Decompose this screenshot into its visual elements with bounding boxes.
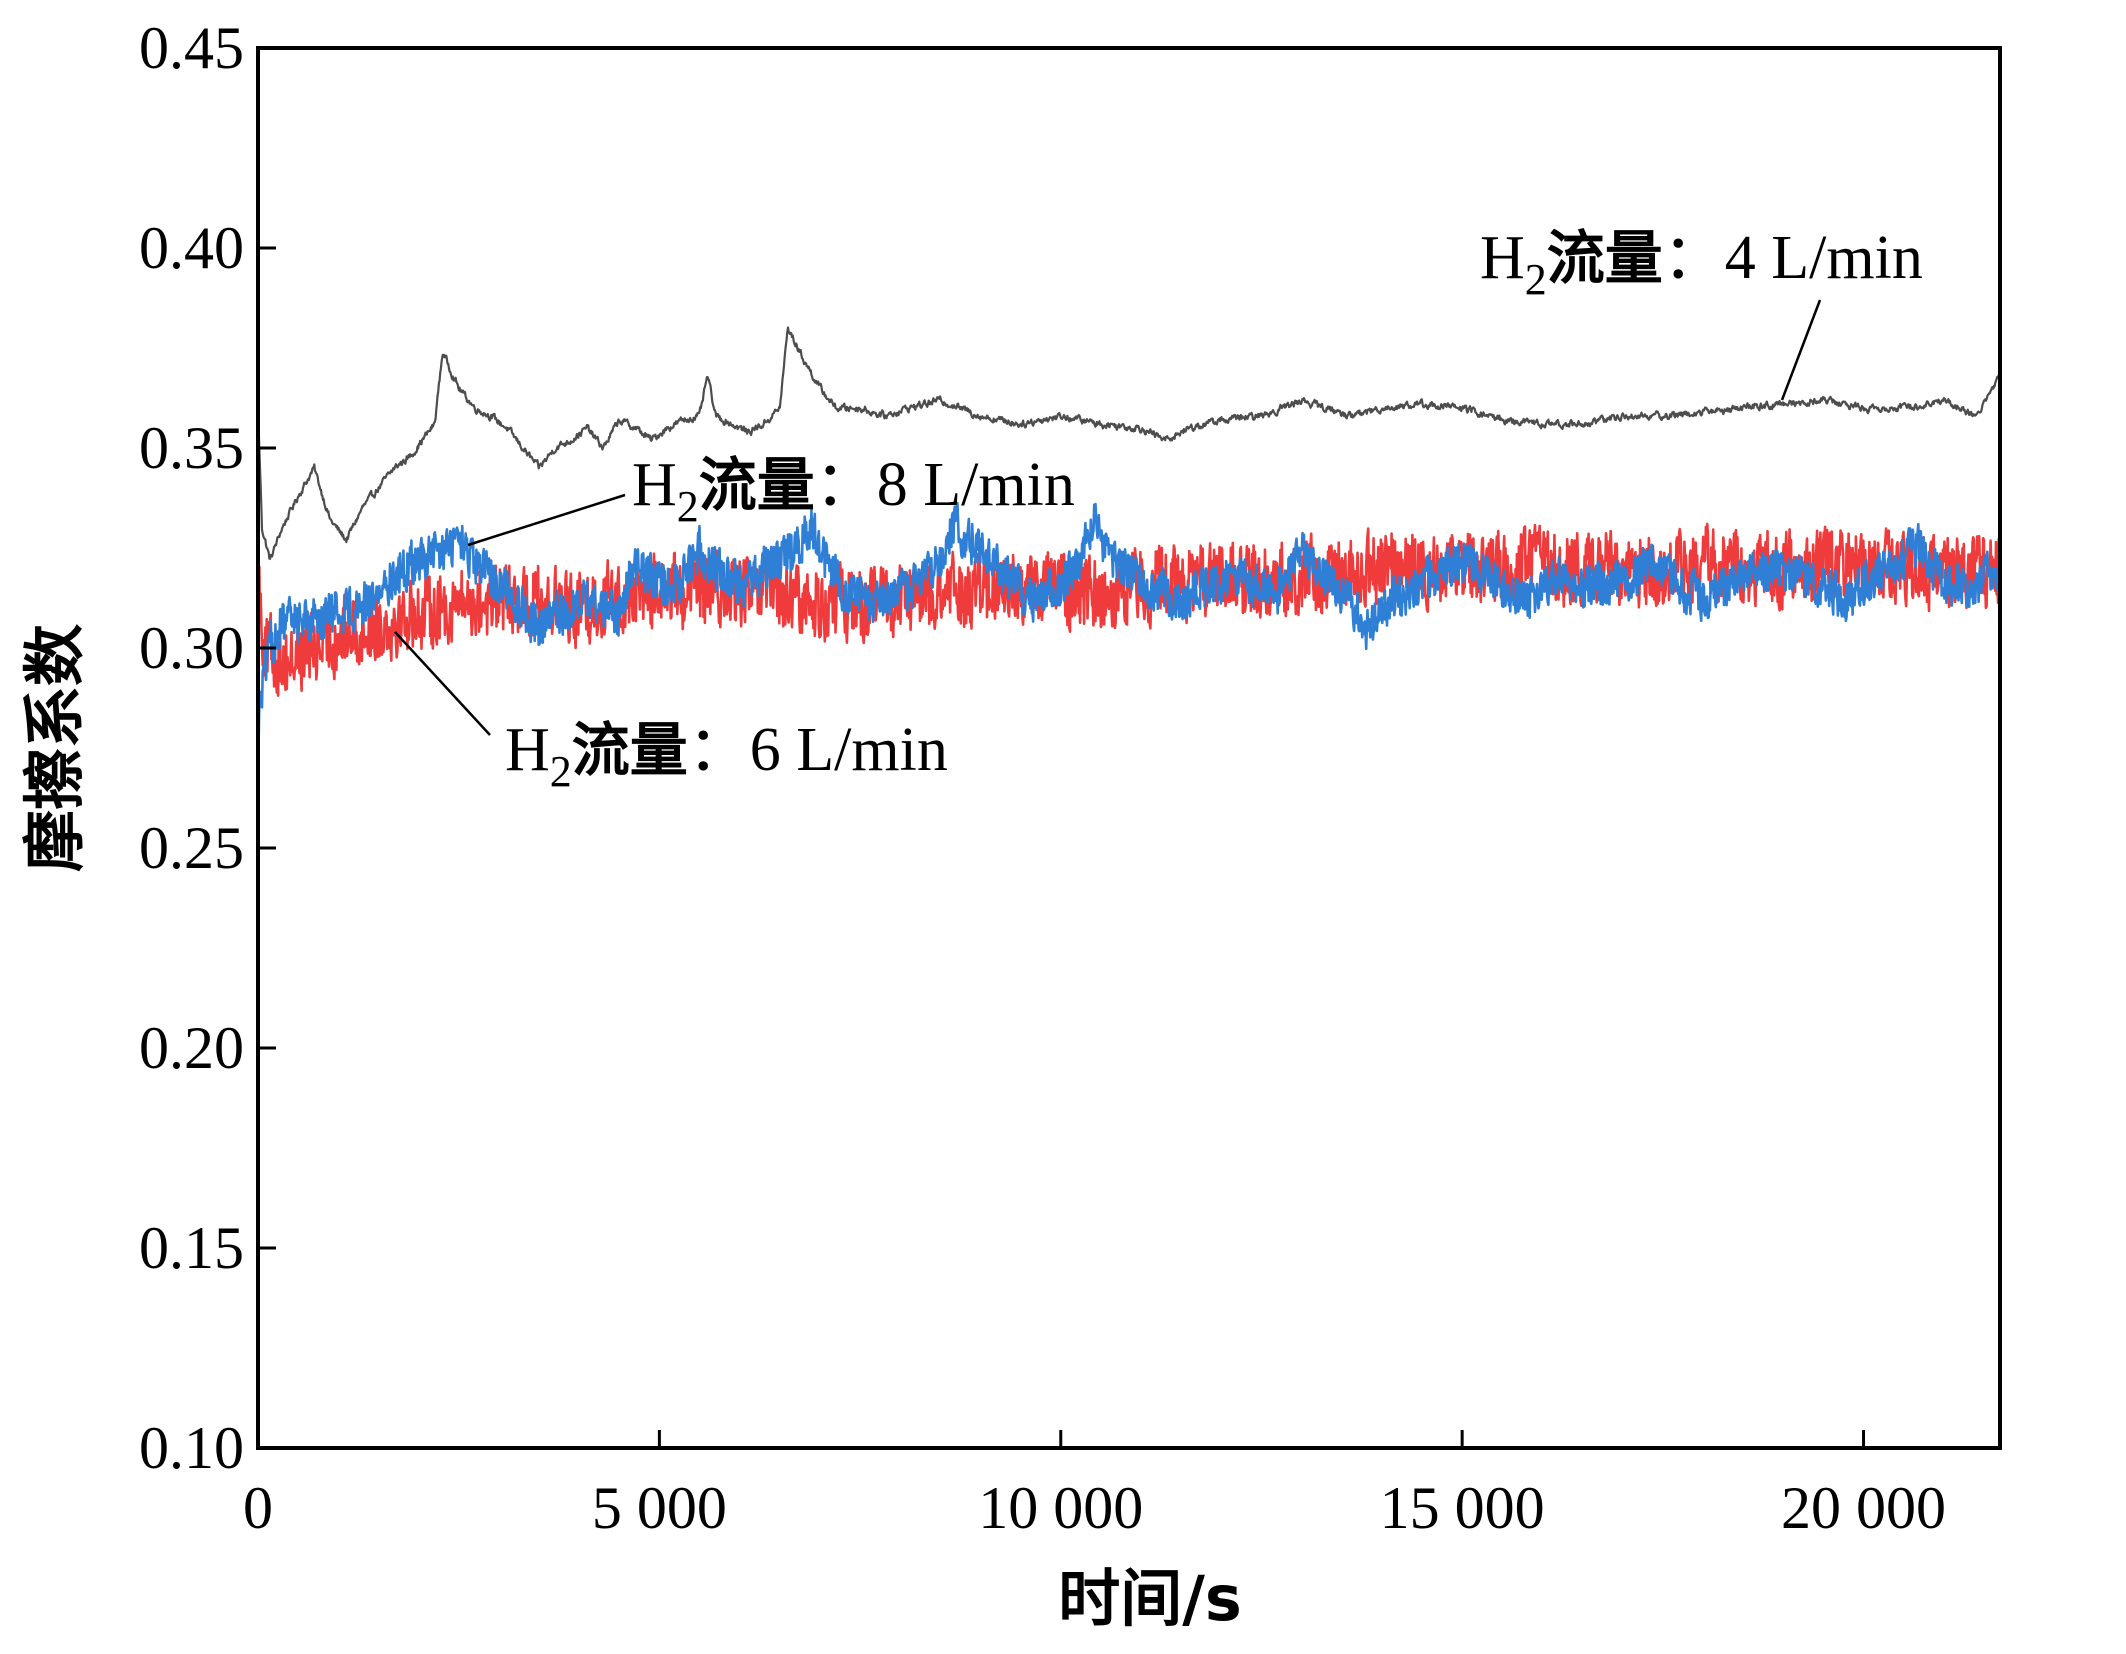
annotation-4lpm-leader	[1780, 299, 1822, 401]
series-layer	[256, 326, 2002, 739]
plot-frame	[256, 46, 2002, 1450]
x-tick-label: 15 000	[1380, 1475, 1545, 1541]
y-tick-label: 0.35	[139, 415, 244, 481]
tick-layer: 0 5 000 10 000 15 000 20 000 0.10 0.15 0.20 0.25…	[139, 15, 1946, 1541]
annotation-6lpm: H2流量：6 L/min	[505, 716, 948, 796]
y-tick-label: 0.30	[139, 615, 244, 681]
x-tick-label: 5 000	[592, 1475, 727, 1541]
y-tick-label: 0.15	[139, 1215, 244, 1281]
series-line-6lpm	[256, 522, 2002, 697]
annotation-8lpm: H2流量：8 L/min	[632, 451, 1075, 531]
annotation-layer: H2流量：4 L/min H2流量：8 L/min H2流量：6 L/min	[394, 224, 1923, 796]
y-tick-label: 0.45	[139, 15, 244, 81]
annotation-8lpm-leader	[467, 493, 626, 547]
annotation-6lpm-leader	[394, 631, 491, 736]
x-tick-label: 0	[243, 1475, 273, 1541]
x-tick-label: 20 000	[1781, 1475, 1946, 1541]
x-axis-title: 时间/s	[1058, 1562, 1242, 1635]
y-tick-label: 0.10	[139, 1415, 244, 1481]
y-tick-label: 0.20	[139, 1015, 244, 1081]
series-line-4lpm	[256, 326, 2001, 560]
x-tick-label: 10 000	[978, 1475, 1143, 1541]
y-tick-label: 0.25	[139, 815, 244, 881]
y-tick-label: 0.40	[139, 215, 244, 281]
annotation-4lpm: H2流量：4 L/min	[1480, 224, 1923, 304]
y-axis-title: 摩擦系数	[18, 624, 91, 872]
series-line-8lpm	[256, 501, 2002, 739]
